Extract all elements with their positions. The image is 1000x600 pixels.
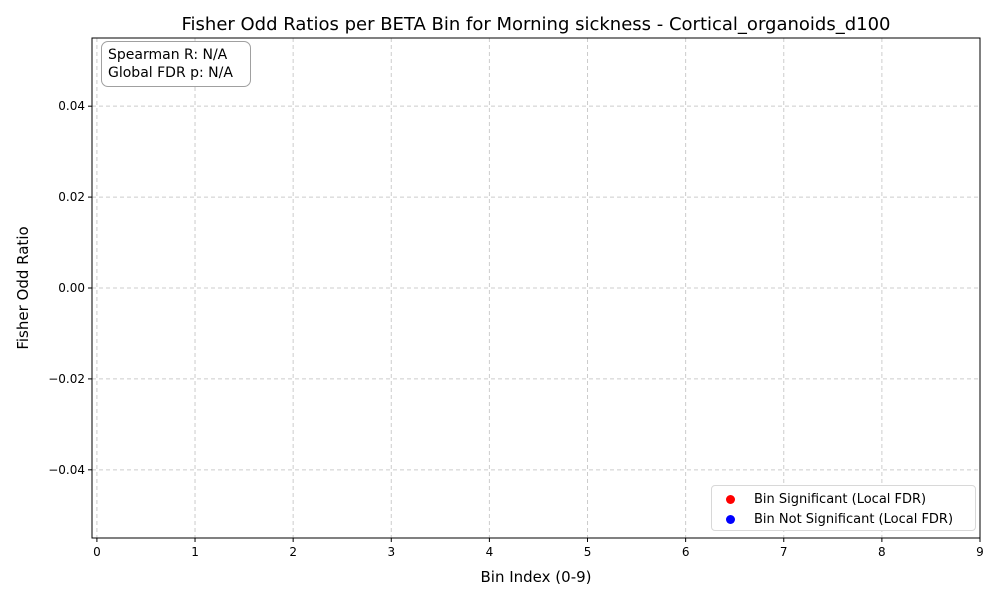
legend-marker-not-significant — [726, 514, 735, 524]
legend-label-not-significant: Bin Not Significant (Local FDR) — [754, 511, 954, 527]
stats-annotation-box: Spearman R: N/A Global FDR p: N/A — [101, 41, 251, 87]
x-tick-label: 5 — [584, 545, 592, 559]
y-tick-label: 0.02 — [58, 190, 85, 204]
y-tick-label: 0.04 — [58, 99, 85, 113]
y-tick-label: −0.04 — [48, 463, 85, 477]
x-tick-label: 0 — [93, 545, 101, 559]
legend-marker-significant — [726, 494, 735, 504]
x-tick-label: 4 — [486, 545, 494, 559]
y-axis-label: Fisher Odd Ratio — [14, 226, 32, 349]
legend-entry-significant: Bin Significant (Local FDR) — [722, 489, 967, 509]
grid — [92, 38, 981, 538]
chart-title: Fisher Odd Ratios per BETA Bin for Morni… — [181, 14, 890, 35]
y-tick-label: −0.02 — [48, 372, 85, 386]
x-tick-label: 1 — [191, 545, 199, 559]
x-tick-label: 2 — [289, 545, 297, 559]
axis-ticks: 0 1 2 3 4 5 6 7 8 9 0.04 0.02 0.00 −0.02 −0.04 — [48, 99, 984, 559]
legend-entry-not-significant: Bin Not Significant (Local FDR) — [722, 509, 967, 529]
legend-label-significant: Bin Significant (Local FDR) — [754, 491, 927, 507]
y-tick-label: 0.00 — [58, 281, 85, 295]
x-tick-label: 6 — [682, 545, 690, 559]
x-tick-label: 8 — [878, 545, 886, 559]
x-tick-label: 9 — [976, 545, 984, 559]
legend: Bin Significant (Local FDR) Bin Not Sign… — [711, 485, 976, 531]
x-tick-label: 7 — [780, 545, 788, 559]
global-fdr-text: Global FDR p: N/A — [108, 65, 233, 81]
x-axis-label: Bin Index (0-9) — [481, 568, 592, 586]
spearman-text: Spearman R: N/A — [108, 47, 228, 63]
x-tick-label: 3 — [387, 545, 395, 559]
